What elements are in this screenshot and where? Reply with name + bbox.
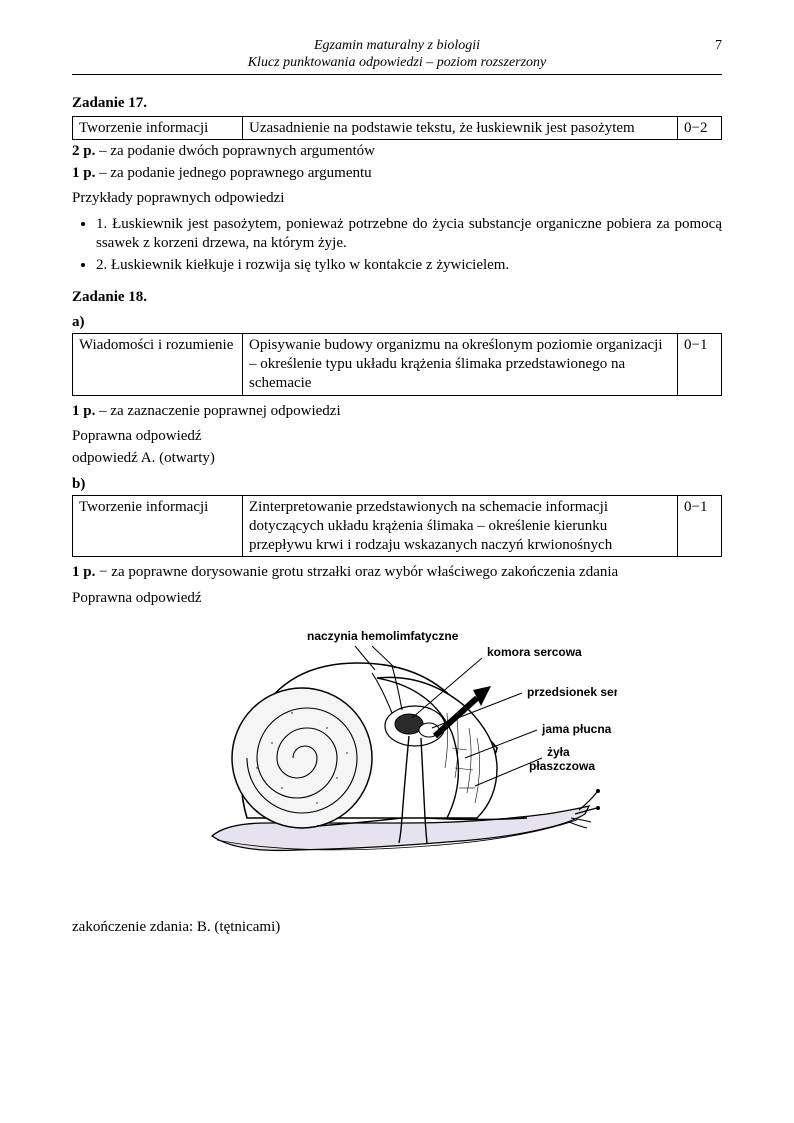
table-row: Wiadomości i rozumienie Opisywanie budow… [73,334,722,395]
diagram-label-atrium: przedsionek serca [527,685,617,699]
snail-diagram-wrap: naczynia hemolimfatyczne komora sercowa … [72,618,722,898]
task18b-col3: 0−1 [678,496,722,557]
tentacle-small [569,822,587,828]
page-header: Egzamin maturalny z biologii Klucz punkt… [72,38,722,72]
task17-title: Zadanie 17. [72,95,722,112]
shell-spiral [232,688,372,828]
task17-col3: 0−2 [678,116,722,140]
page-number: 7 [715,38,722,55]
table-row: Tworzenie informacji Uzasadnienie na pod… [73,116,722,140]
task18b-col1: Tworzenie informacji [73,496,243,557]
task17-examples-heading: Przykłady poprawnych odpowiedzi [72,189,722,209]
task18b-answer-heading: Poprawna odpowiedź [72,589,722,609]
table-row: Tworzenie informacji Zinterpretowanie pr… [73,496,722,557]
task18b-col2: Zinterpretowanie przedstawionych na sche… [243,496,678,557]
task18-title: Zadanie 18. [72,289,722,306]
page: Egzamin maturalny z biologii Klucz punkt… [0,0,794,1123]
tentacle-tip [596,789,600,793]
list-item: 1. Łuskiewnik jest pasożytem, ponieważ p… [96,215,722,254]
task18a-answer-heading: Poprawna odpowiedź [72,427,722,447]
task18b-table: Tworzenie informacji Zinterpretowanie pr… [72,495,722,557]
task18a-label: a) [72,314,722,331]
list-item: 2. Łuskiewnik kiełkuje i rozwija się tyl… [96,256,722,276]
snail-diagram: naczynia hemolimfatyczne komora sercowa … [177,618,617,898]
header-title-line2: Klucz punktowania odpowiedzi – poziom ro… [72,55,722,72]
task18b-sentence-end: zakończenie zdania: B. (tętnicami) [72,918,722,938]
task17-scoring-2p: 2 p. – za podanie dwóch poprawnych argum… [72,142,722,162]
header-rule [72,74,722,75]
diagram-label-hemolymph: naczynia hemolimfatyczne [307,629,459,643]
task17-bullet-list: 1. Łuskiewnik jest pasożytem, ponieważ p… [72,215,722,276]
task17-col2: Uzasadnienie na podstawie tekstu, że łus… [243,116,678,140]
diagram-label-vein1: żyła [547,745,570,759]
task18a-answer: odpowiedź A. (otwarty) [72,449,722,469]
diagram-label-lung: jama płucna [541,722,612,736]
task18a-scoring: 1 p. – za zaznaczenie poprawnej odpowied… [72,402,722,422]
task18a-col3: 0−1 [678,334,722,395]
task18a-col2: Opisywanie budowy organizmu na określony… [243,334,678,395]
task17-scoring-1p: 1 p. – za podanie jednego poprawnego arg… [72,164,722,184]
diagram-label-vein2: płaszczowa [529,759,595,773]
header-title-line1: Egzamin maturalny z biologii [72,38,722,55]
task18b-scoring: 1 p. − za poprawne dorysowanie grotu str… [72,563,722,583]
task17-table: Tworzenie informacji Uzasadnienie na pod… [72,116,722,141]
task17-col1: Tworzenie informacji [73,116,243,140]
diagram-label-ventricle: komora sercowa [487,645,582,659]
tentacle-tip [596,806,600,810]
task18a-col1: Wiadomości i rozumienie [73,334,243,395]
task18a-table: Wiadomości i rozumienie Opisywanie budow… [72,333,722,395]
task18b-label: b) [72,476,722,493]
